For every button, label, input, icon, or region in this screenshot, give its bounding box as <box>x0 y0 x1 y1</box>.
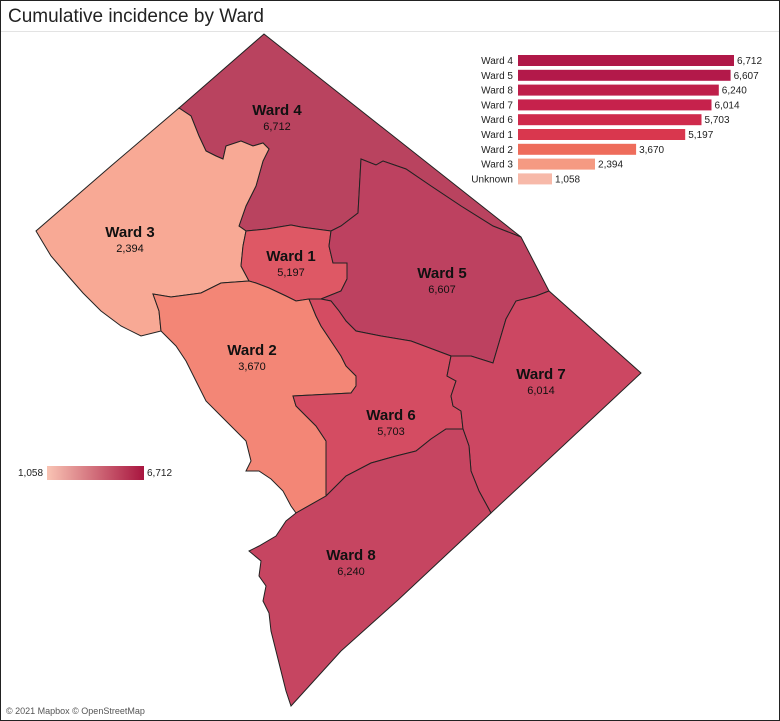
ward-labels: Ward 4 6,712 Ward 3 2,394 Ward 1 5,197 W… <box>105 102 565 578</box>
ward-6-label: Ward 6 <box>366 407 415 424</box>
bar[interactable] <box>518 129 686 140</box>
ward-3-label: Ward 3 <box>105 224 154 241</box>
bar[interactable] <box>518 143 637 155</box>
ward-7-label: Ward 7 <box>516 366 565 383</box>
bar-value-label: 5,197 <box>688 130 713 141</box>
ward-8-value: 6,240 <box>337 566 365 578</box>
title-divider <box>1 31 779 32</box>
bar-value-label: 5,703 <box>705 115 730 126</box>
bar[interactable] <box>518 158 595 170</box>
bar-category-label: Ward 7 <box>481 100 513 111</box>
bar-value-label: 1,058 <box>555 174 580 185</box>
bar[interactable] <box>518 69 731 81</box>
bar-value-label: 6,712 <box>737 56 762 67</box>
color-legend: 1,058 6,712 <box>18 466 172 480</box>
bar-category-label: Ward 3 <box>481 160 513 171</box>
bar[interactable] <box>518 55 734 66</box>
ward-bar-chart: Ward 4 6,712 Ward 5 6,607 Ward 8 6,240 Ward 7 6… <box>471 55 762 185</box>
bar-value-label: 6,240 <box>722 86 747 97</box>
ward-7-value: 6,014 <box>527 385 555 397</box>
ward-2-label: Ward 2 <box>227 342 276 359</box>
bar-category-label: Ward 4 <box>481 56 513 67</box>
bar-category-label: Ward 1 <box>481 130 513 141</box>
ward-6-value: 5,703 <box>377 426 405 438</box>
ward-8-region[interactable] <box>248 428 492 707</box>
bar-value-label: 3,670 <box>639 145 664 156</box>
ward-1-label: Ward 1 <box>266 248 315 265</box>
bar-category-label: Ward 2 <box>481 145 513 156</box>
ward-1-value: 5,197 <box>277 267 305 279</box>
bar-category-label: Ward 8 <box>481 86 513 97</box>
bar-value-label: 6,607 <box>734 71 759 82</box>
legend-max-label: 6,712 <box>147 468 172 479</box>
map-attribution: © 2021 Mapbox © OpenStreetMap <box>6 706 145 716</box>
ward-2-value: 3,670 <box>238 361 266 373</box>
ward-8-label: Ward 8 <box>326 547 375 564</box>
chart-title: Cumulative incidence by Ward <box>8 6 264 27</box>
legend-gradient-bar <box>47 466 144 480</box>
bar-category-label: Ward 6 <box>481 115 513 126</box>
bar-category-label: Ward 5 <box>481 71 513 82</box>
ward-5-value: 6,607 <box>428 284 456 296</box>
bar[interactable] <box>518 173 552 185</box>
ward-4-label: Ward 4 <box>252 102 302 119</box>
ward-3-value: 2,394 <box>116 243 144 255</box>
bar[interactable] <box>518 99 712 111</box>
bar-category-label: Unknown <box>471 174 513 185</box>
bar[interactable] <box>518 114 702 126</box>
legend-min-label: 1,058 <box>18 468 43 479</box>
bar[interactable] <box>518 84 719 96</box>
ward-4-value: 6,712 <box>263 121 291 133</box>
ward-5-label: Ward 5 <box>417 265 466 282</box>
bar-value-label: 2,394 <box>598 160 623 171</box>
bar-value-label: 6,014 <box>715 100 740 111</box>
